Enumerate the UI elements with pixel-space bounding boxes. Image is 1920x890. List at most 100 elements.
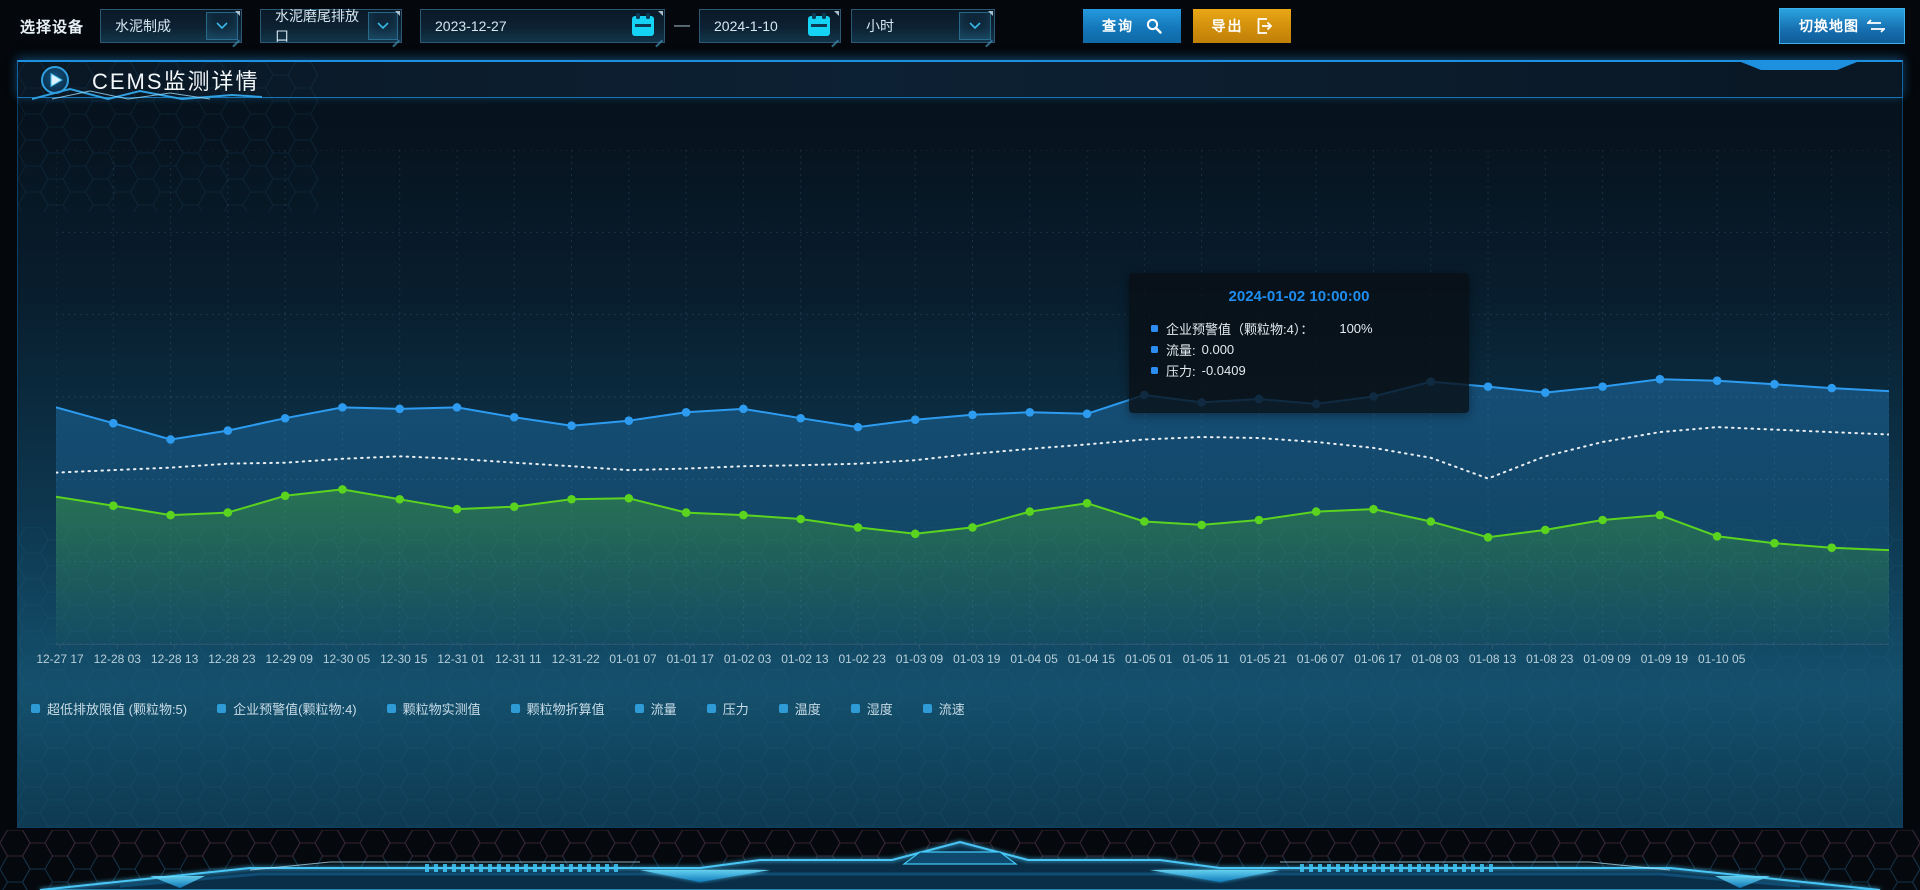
legend-marker: [778, 704, 788, 713]
series-blue-point: [452, 403, 462, 412]
x-axis-label: 12-29 09: [265, 652, 313, 666]
end-date-value: 2024-1-10: [714, 18, 778, 34]
swap-arrows-icon: [1867, 19, 1885, 33]
x-axis-label: 01-08 03: [1411, 652, 1459, 666]
series-green-point: [910, 529, 920, 539]
legend-label: 压力: [722, 702, 749, 717]
series-green-point: [796, 514, 805, 524]
legend-item[interactable]: 流量: [634, 699, 677, 718]
series-blue-point: [567, 421, 576, 430]
series-green-point: [1369, 504, 1378, 514]
switch-map-button[interactable]: 切换地图: [1779, 8, 1905, 44]
legend-item[interactable]: 压力: [706, 699, 749, 718]
x-axis-label: 01-08 13: [1468, 652, 1517, 666]
chart-tooltip: 2024-01-02 10:00:00 企业预警值（颗粒物:4）： 100% 流量:…: [1129, 273, 1469, 413]
x-axis-label: 01-06 17: [1354, 652, 1402, 666]
legend-item[interactable]: 流速: [922, 699, 965, 718]
series-blue-point: [1712, 376, 1722, 385]
device-select-label: 选择设备: [20, 18, 85, 36]
series-blue-point: [1483, 382, 1493, 391]
series-green-point: [1025, 507, 1035, 516]
series-blue-point: [1082, 409, 1092, 419]
calendar-icon: [630, 12, 656, 41]
outlet-select[interactable]: 水泥磨尾排放口: [260, 8, 403, 44]
legend-item[interactable]: 温度: [778, 699, 821, 718]
x-axis-label: 01-04 05: [1010, 652, 1058, 666]
series-green-point: [509, 502, 519, 511]
x-axis-label: 01-02 13: [781, 652, 829, 666]
query-button[interactable]: 查询: [1083, 9, 1182, 43]
legend-label: 颗粒物折算值: [526, 702, 605, 717]
export-button[interactable]: 导出: [1193, 9, 1292, 43]
panel-title: CEMS监测详情: [92, 68, 260, 94]
x-axis-label: 01-02 23: [838, 652, 886, 666]
series-green-point: [1770, 538, 1779, 548]
chart-plot-area[interactable]: [55, 149, 1890, 652]
x-axis-label: 01-06 07: [1296, 652, 1345, 666]
zigzag-decoration: [32, 87, 262, 100]
series-blue-point: [108, 418, 118, 428]
series-green-point: [1598, 515, 1607, 525]
series-green-point: [853, 523, 863, 532]
legend-item[interactable]: 超低排放限值 (颗粒物:5): [31, 699, 187, 718]
chevron-down-icon: [206, 12, 239, 40]
legend-marker: [706, 704, 716, 713]
x-axis-label: 12-31-22: [551, 652, 600, 666]
series-green-point: [1426, 517, 1436, 526]
series-green-point: [280, 491, 290, 501]
series-blue-point: [853, 422, 863, 432]
x-axis-labels: 12-27 17 12-28 03 12-28 13 12-28 23 12-29 09…: [36, 652, 1889, 668]
x-axis-label: 01-03 19: [953, 652, 1001, 666]
series-blue-point: [280, 413, 290, 423]
interval-select-value: 小时: [866, 18, 895, 34]
toolbar: 选择设备 水泥制成 水泥磨尾排放口 2023-12-27 — 2024-1-10: [20, 8, 1905, 44]
series-green-point: [681, 508, 691, 517]
x-axis-label: 12-27 17: [36, 652, 84, 666]
series-green-point: [1541, 525, 1550, 535]
footer-tech-border: [0, 830, 1920, 890]
legend-item[interactable]: 颗粒物折算值: [510, 699, 605, 718]
legend-marker: [386, 704, 396, 713]
query-button-label: 查询: [1102, 18, 1135, 34]
tooltip-row: 压力: -0.0409: [1129, 360, 1469, 381]
end-date-field[interactable]: 2024-1-10: [699, 9, 842, 43]
interval-select[interactable]: 小时: [851, 9, 996, 43]
tooltip-series-label: 压力:: [1166, 364, 1196, 379]
series-green-point: [108, 501, 118, 510]
panel-header: CEMS监测详情: [17, 60, 1903, 212]
x-axis-label: 01-09 19: [1640, 652, 1689, 666]
tooltip-series-value: 100%: [1339, 321, 1373, 336]
x-axis-label: 12-30 15: [380, 652, 428, 666]
chevron-down-icon: [959, 12, 992, 40]
tooltip-series-label: 流量:: [1166, 343, 1196, 358]
series-green-point: [166, 510, 175, 520]
x-axis-label: 01-01 17: [666, 652, 714, 666]
export-icon: [1256, 18, 1273, 34]
series-green-point: [1140, 517, 1149, 526]
legend-item[interactable]: 湿度: [850, 699, 893, 718]
switch-map-label: 切换地图: [1799, 18, 1859, 34]
search-icon: [1146, 18, 1162, 34]
series-blue-point: [166, 435, 175, 444]
legend-item[interactable]: 颗粒物实测值: [386, 699, 481, 718]
start-date-field[interactable]: 2023-12-27: [420, 9, 666, 43]
tooltip-row: 企业预警值（颗粒物:4）： 100%: [1129, 318, 1469, 339]
series-green-point: [1197, 520, 1206, 530]
series-blue-point: [509, 412, 519, 422]
calendar-icon: [806, 12, 832, 41]
legend-label: 超低排放限值 (颗粒物:5): [47, 702, 188, 717]
start-date-value: 2023-12-27: [435, 18, 507, 34]
tooltip-series-value: -0.0409: [1201, 363, 1246, 378]
series-blue-point: [739, 404, 748, 414]
device-select[interactable]: 水泥制成: [100, 9, 243, 43]
legend-marker: [850, 704, 860, 713]
legend-item[interactable]: 企业预警值(颗粒物:4): [217, 699, 357, 718]
series-blue-point: [1025, 408, 1035, 417]
x-axis-label: 12-28 03: [93, 652, 141, 666]
play-icon: [40, 65, 70, 95]
x-axis-label: 12-28 23: [208, 652, 256, 666]
device-select-value: 水泥制成: [115, 18, 172, 34]
legend-label: 流速: [938, 702, 965, 717]
tooltip-series-marker: [1151, 367, 1158, 374]
x-axis-label: 01-05 01: [1125, 652, 1173, 666]
